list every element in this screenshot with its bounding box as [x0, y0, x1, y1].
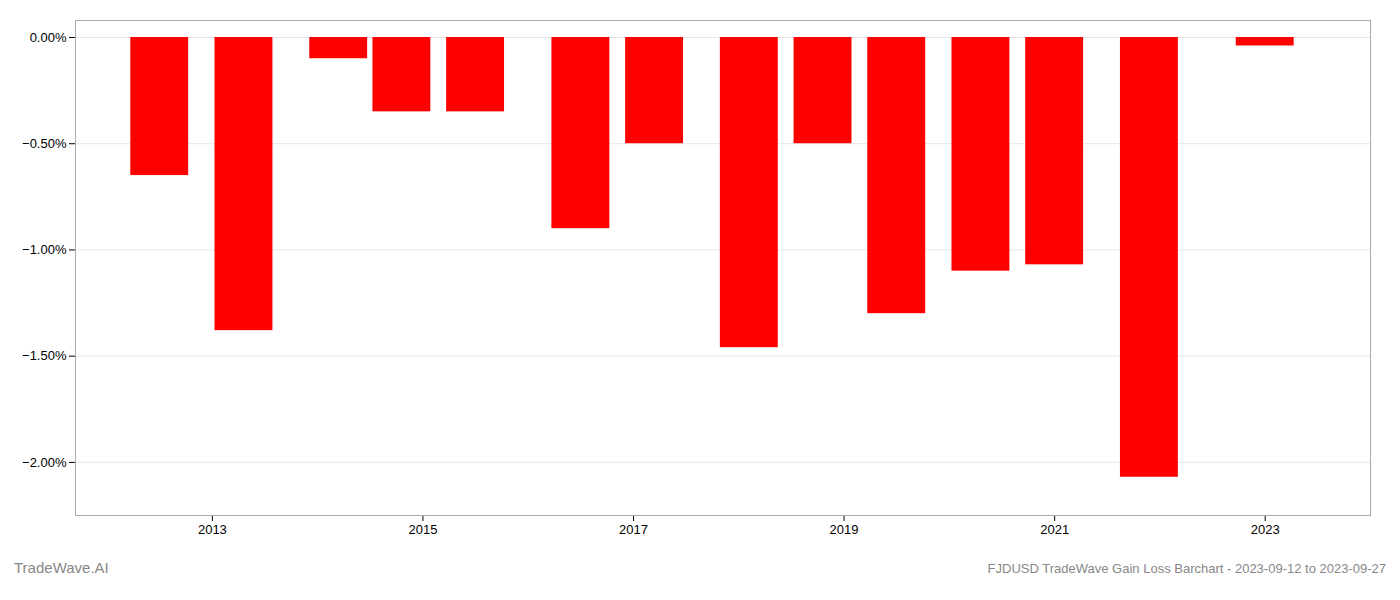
svg-text:−1.00%: −1.00% — [22, 242, 67, 257]
svg-text:−2.00%: −2.00% — [22, 455, 67, 470]
html-text:TradeWave.AI: TradeWave.AI — [14, 559, 109, 576]
svg-text:2023: 2023 — [1251, 522, 1280, 537]
svg-text:2013: 2013 — [198, 522, 227, 537]
svg-text:−1.50%: −1.50% — [22, 348, 67, 363]
svg-text:2019: 2019 — [830, 522, 859, 537]
svg-text:2021: 2021 — [1040, 522, 1069, 537]
svg-text:2017: 2017 — [619, 522, 648, 537]
svg-text:−0.50%: −0.50% — [22, 136, 67, 151]
svg-text:0.00%: 0.00% — [30, 30, 67, 45]
html-text:FJDUSD TradeWave Gain Loss Bar: FJDUSD TradeWave Gain Loss Barchart - 20… — [987, 561, 1386, 576]
svg-text:2015: 2015 — [408, 522, 437, 537]
